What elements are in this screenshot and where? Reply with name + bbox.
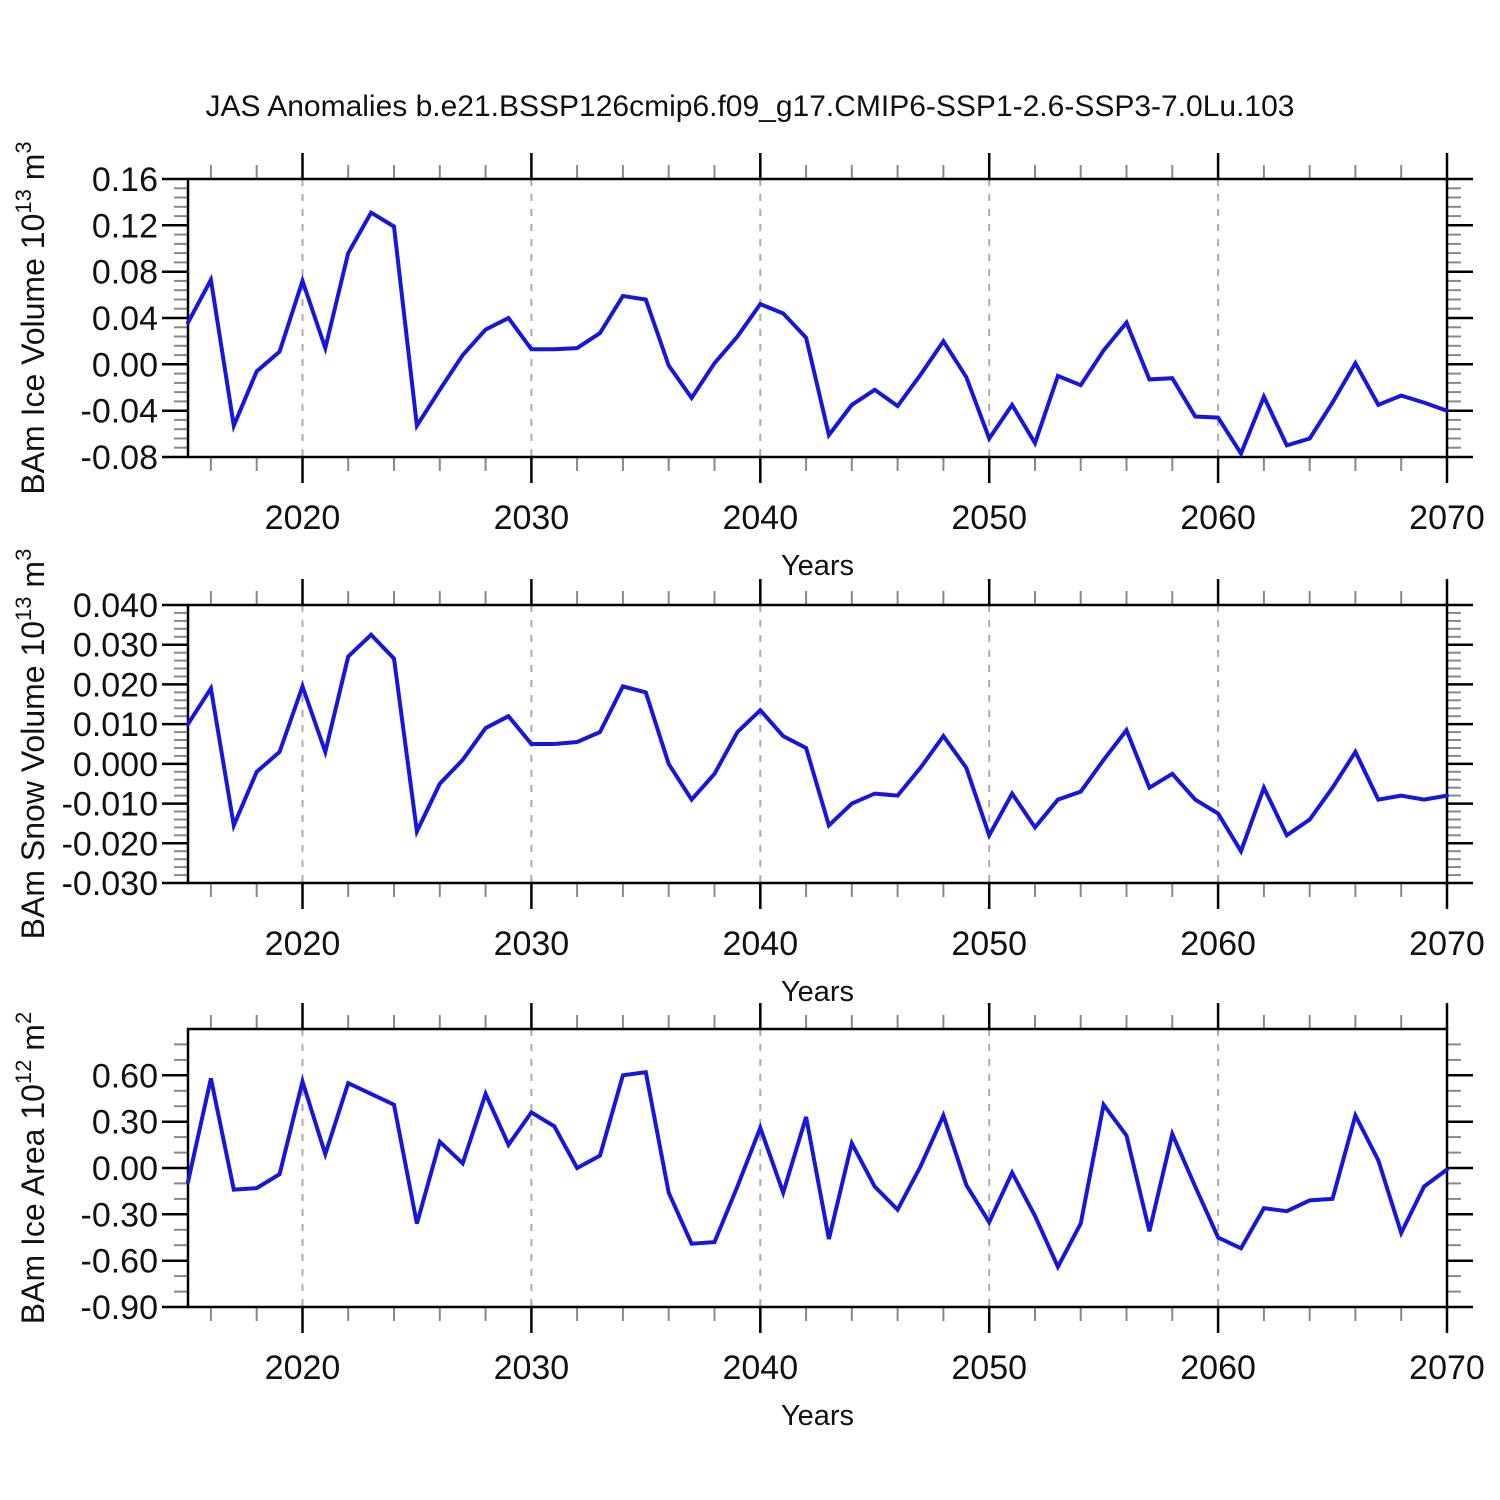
svg-text:2020: 2020: [265, 925, 341, 963]
svg-text:2040: 2040: [722, 1349, 798, 1387]
svg-text:Years: Years: [781, 550, 854, 582]
ice-area-panel: 2020 2030 2040 2050 2060 2070 0.60 0.30 0.00 -0.3…: [11, 1003, 1485, 1432]
svg-text:0.040: 0.040: [73, 587, 158, 625]
ice-volume-panel: 2020 2030 2040 2050 2060 2070 0.16 0.12 0.08 0.04…: [11, 141, 1485, 582]
svg-text:-0.90: -0.90: [81, 1289, 159, 1327]
svg-text:0.020: 0.020: [73, 666, 158, 704]
svg-text:2020: 2020: [265, 499, 341, 537]
svg-text:2070: 2070: [1409, 1349, 1485, 1387]
svg-text:0.30: 0.30: [92, 1104, 158, 1142]
svg-text:0.00: 0.00: [92, 1150, 158, 1188]
svg-text:2070: 2070: [1409, 499, 1485, 537]
svg-text:-0.60: -0.60: [81, 1243, 159, 1281]
svg-text:2050: 2050: [951, 925, 1027, 963]
svg-text:2060: 2060: [1180, 499, 1256, 537]
svg-text:2040: 2040: [722, 499, 798, 537]
svg-text:-0.30: -0.30: [81, 1196, 159, 1234]
svg-text:-0.020: -0.020: [62, 825, 158, 863]
svg-text:0.08: 0.08: [92, 254, 158, 292]
svg-text:Years: Years: [781, 1400, 854, 1432]
svg-text:0.04: 0.04: [92, 300, 158, 338]
svg-text:2040: 2040: [722, 925, 798, 963]
svg-text:-0.010: -0.010: [62, 786, 158, 824]
svg-text:0.000: 0.000: [73, 746, 158, 784]
svg-text:BAm Ice Area 1012 m2: BAm Ice Area 1012 m2: [11, 1012, 51, 1324]
svg-text:2030: 2030: [494, 925, 570, 963]
svg-text:2030: 2030: [494, 499, 570, 537]
svg-text:Years: Years: [781, 976, 854, 1008]
svg-text:0.00: 0.00: [92, 346, 158, 384]
svg-text:BAm Snow Volume 1013 m3: BAm Snow Volume 1013 m3: [11, 549, 51, 940]
svg-text:2050: 2050: [951, 1349, 1027, 1387]
svg-text:0.010: 0.010: [73, 706, 158, 744]
svg-text:2050: 2050: [951, 499, 1027, 537]
svg-text:0.12: 0.12: [92, 207, 158, 245]
svg-text:2030: 2030: [494, 1349, 570, 1387]
svg-text:0.60: 0.60: [92, 1057, 158, 1095]
svg-text:-0.030: -0.030: [62, 865, 158, 903]
svg-text:0.030: 0.030: [73, 627, 158, 665]
svg-text:-0.08: -0.08: [81, 439, 159, 477]
snow-volume-panel: 2020 2030 2040 2050 2060 20700.0400.0300.0200…: [11, 549, 1485, 1008]
chart-title: JAS Anomalies b.e21.BSSP126cmip6.f09_g17…: [205, 90, 1295, 123]
svg-text:2070: 2070: [1409, 925, 1485, 963]
svg-text:2060: 2060: [1180, 1349, 1256, 1387]
svg-text:2060: 2060: [1180, 925, 1256, 963]
svg-text:-0.04: -0.04: [81, 393, 159, 431]
svg-text:BAm Ice Volume 1013 m3: BAm Ice Volume 1013 m3: [11, 141, 51, 494]
svg-text:0.16: 0.16: [92, 161, 158, 199]
svg-text:2020: 2020: [265, 1349, 341, 1387]
